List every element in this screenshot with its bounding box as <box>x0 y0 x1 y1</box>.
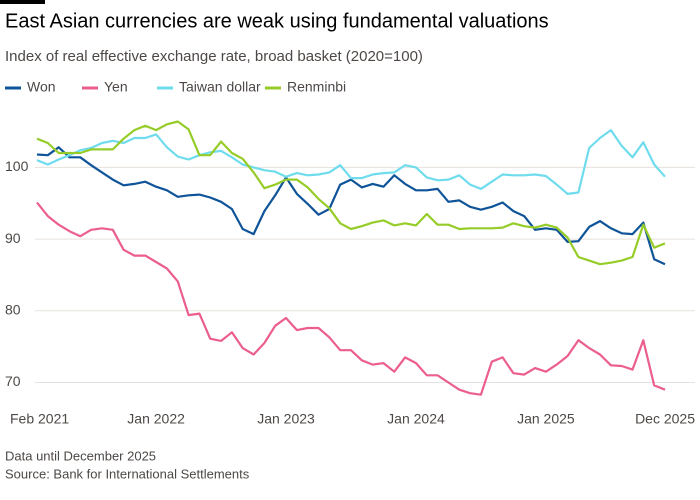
x-tick-label: Jan 2023 <box>257 411 315 427</box>
note: Data until December 2025 <box>5 448 156 463</box>
y-tick-label: 90 <box>5 230 21 246</box>
x-tick-label: Jan 2024 <box>387 411 445 427</box>
line-series <box>36 129 666 195</box>
y-tick-label: 80 <box>5 301 21 317</box>
line-series <box>36 201 666 396</box>
chart-subtitle: Index of real effective exchange rate, b… <box>5 48 423 65</box>
y-tick-label: 100 <box>5 158 29 174</box>
legend-label: Yen <box>104 79 128 95</box>
source: Source: Bank for International Settlemen… <box>5 466 250 481</box>
legend-label: Renminbi <box>287 79 346 95</box>
x-tick-label: Feb 2021 <box>10 411 69 427</box>
brand-bar <box>0 0 45 4</box>
x-tick-label: Jan 2022 <box>127 411 185 427</box>
y-tick-label: 70 <box>5 373 21 389</box>
x-tick-label: Dec 2025 <box>635 411 695 427</box>
line-series <box>36 120 666 266</box>
line-series <box>36 146 666 266</box>
chart-title: East Asian currencies are weak using fun… <box>5 10 549 32</box>
legend-label: Won <box>27 79 56 95</box>
x-tick-label: Jan 2025 <box>517 411 575 427</box>
legend-label: Taiwan dollar <box>179 79 261 95</box>
